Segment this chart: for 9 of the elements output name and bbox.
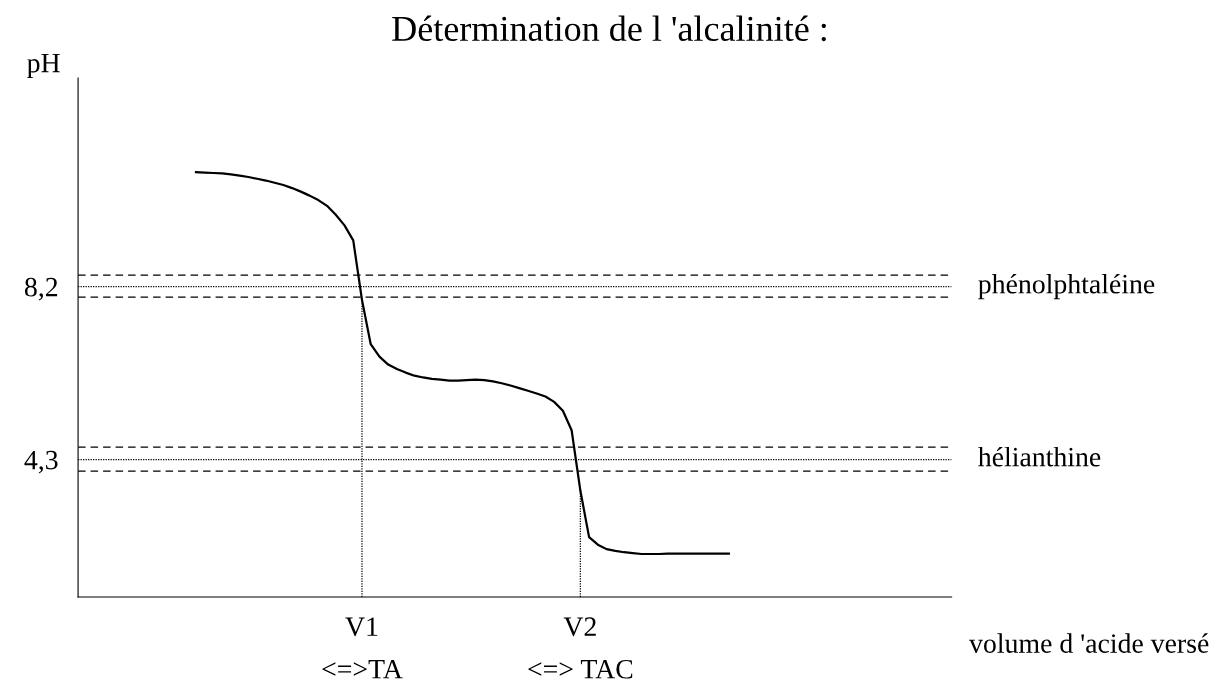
x-tick-label: V1 <=>TA [322,617,403,679]
y-axis-title: pH [27,53,60,79]
y-tick-label: 4,3 [24,450,58,474]
ref-line-label: phénolphtaléine [978,273,1155,300]
y-tick-label: 8,2 [24,277,58,301]
ref-line-label: hélianthine [978,446,1101,467]
chart-title: Détermination de l 'alcalinité : [392,15,826,42]
x-axis-title: volume d 'acide versé [969,633,1209,653]
x-tick-label: V2 <=> TAC [528,617,633,679]
